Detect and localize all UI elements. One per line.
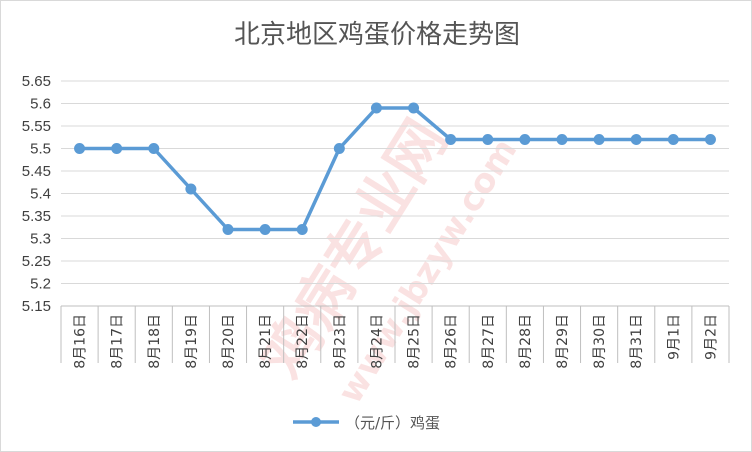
y-tick-label: 5.65	[22, 73, 51, 90]
x-tick-label: 8月17日	[110, 314, 126, 369]
data-point	[630, 134, 642, 145]
data-point	[111, 143, 123, 154]
data-point	[445, 134, 457, 145]
x-tick-label: 8月16日	[73, 314, 89, 369]
data-point	[259, 224, 271, 235]
data-point	[370, 102, 382, 114]
data-point	[482, 134, 494, 145]
data-point	[667, 134, 679, 145]
data-point	[333, 143, 345, 154]
legend-label: （元/斤）鸡蛋	[345, 414, 440, 432]
x-tick-label: 9月2日	[703, 314, 719, 360]
y-tick-label: 5.2	[30, 276, 51, 293]
x-tick-label: 8月30日	[592, 314, 608, 369]
data-point	[296, 224, 308, 235]
data-point	[593, 134, 605, 145]
x-tick-label: 8月24日	[369, 314, 385, 369]
legend-marker	[311, 417, 321, 427]
grid	[61, 80, 729, 307]
y-tick-label: 5.15	[22, 298, 51, 315]
chart-title: 北京地区鸡蛋价格走势图	[234, 20, 520, 50]
x-tick-label: 8月18日	[147, 314, 163, 369]
x-tick-label: 9月1日	[666, 314, 682, 360]
y-tick-label: 5.3	[30, 231, 51, 248]
data-point	[222, 224, 234, 235]
y-tick-label: 5.55	[22, 118, 51, 135]
x-tick-label: 8月28日	[518, 314, 534, 369]
data-point	[704, 134, 716, 145]
y-tick-label: 5.35	[22, 208, 51, 225]
data-point	[556, 134, 568, 145]
x-axis: 8月16日 8月17日 8月18日 8月19日 8月20日 8月21日 8月22日 8月23日…	[60, 305, 730, 369]
series-line	[79, 106, 711, 232]
x-tick-label: 8月31日	[629, 314, 645, 369]
y-tick-label: 5.4	[30, 186, 51, 203]
data-point	[74, 143, 86, 154]
x-tick-label: 8月26日	[444, 314, 460, 369]
x-tick-label: 8月21日	[258, 314, 274, 369]
x-tick-label: 8月25日	[407, 314, 423, 369]
data-point	[519, 134, 531, 145]
y-tick-label: 5.45	[22, 163, 51, 180]
data-point	[185, 183, 197, 195]
watermark: 鸡病专业网 www.jbzyw.com	[249, 108, 526, 411]
x-tick-label: 8月22日	[295, 314, 311, 369]
series-layer	[74, 102, 716, 235]
y-axis: 5.15 5.2 5.25 5.3 5.35 5.4 5.45 5.5 5.55 5.6 5.65	[22, 73, 51, 315]
data-point	[408, 102, 420, 114]
y-tick-label: 5.6	[30, 96, 51, 113]
x-tick-label: 8月19日	[184, 314, 200, 369]
legend: （元/斤）鸡蛋	[293, 414, 440, 432]
x-tick-label: 8月27日	[481, 314, 497, 369]
x-tick-label: 8月23日	[332, 314, 348, 369]
y-tick-label: 5.5	[30, 141, 51, 158]
data-point	[148, 143, 160, 154]
x-tick-label: 8月20日	[221, 314, 237, 369]
y-tick-label: 5.25	[22, 253, 51, 270]
x-tick-label: 8月29日	[555, 314, 571, 369]
